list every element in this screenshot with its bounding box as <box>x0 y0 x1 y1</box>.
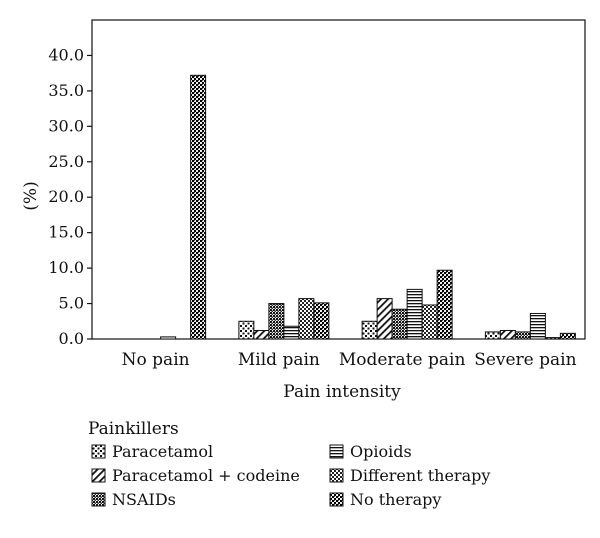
legend-title: Painkillers <box>88 419 179 439</box>
bar-1-5 <box>313 302 330 340</box>
bar-3-5 <box>559 332 576 340</box>
bar-1-2 <box>268 303 285 340</box>
legend-label-2: NSAIDs <box>112 490 176 509</box>
bar-2-1 <box>376 298 393 340</box>
bar-3-1 <box>499 329 516 340</box>
y-tick-label: 10.0 <box>48 258 84 277</box>
bar-1-4 <box>298 298 315 340</box>
plot-area: 0.0 5.0 10.0 15.0 20.0 25.0 30.0 35.0 40.0 No pai… <box>48 19 586 370</box>
bar-3-4 <box>544 337 561 340</box>
legend-swatch-2 <box>91 492 106 507</box>
legend-swatch-3 <box>329 444 344 459</box>
bar-2-0 <box>361 320 378 340</box>
legend-swatch-4 <box>329 468 344 483</box>
bar-2-5 <box>436 269 453 340</box>
plot-frame <box>91 19 586 340</box>
x-category-label: Severe pain <box>474 350 576 370</box>
legend-swatch-5 <box>329 492 344 507</box>
bar-3-2 <box>514 331 531 340</box>
y-axis-title: (%) <box>21 181 41 210</box>
legend-label-4: Different therapy <box>350 466 490 485</box>
legend-swatch-0 <box>91 444 106 459</box>
bar-3-3 <box>529 312 546 340</box>
bar-0-5 <box>190 74 207 340</box>
bar-2-4 <box>421 304 438 340</box>
x-axis-title: Pain intensity <box>283 382 401 402</box>
y-tick-label: 20.0 <box>48 187 84 206</box>
x-category-label: No pain <box>122 350 190 370</box>
x-category-label: Moderate pain <box>339 350 466 370</box>
bar-2-3 <box>406 288 423 340</box>
legend-label-3: Opioids <box>350 442 412 461</box>
x-category-label: Mild pain <box>238 350 320 370</box>
y-tick-label: 30.0 <box>48 116 84 135</box>
bar-3-0 <box>484 331 501 340</box>
y-tick-label: 5.0 <box>59 294 84 313</box>
legend: Painkillers Paracetamol Paracetamol + cod… <box>88 419 490 509</box>
y-tick-label: 15.0 <box>48 223 84 242</box>
legend-label-5: No therapy <box>350 490 441 509</box>
legend-label-1: Paracetamol + codeine <box>112 466 300 485</box>
bar-2-2 <box>391 308 408 340</box>
bar-0-3 <box>160 336 177 340</box>
bar-1-3 <box>283 325 300 340</box>
y-tick-label: 0.0 <box>59 329 84 348</box>
legend-swatch-1 <box>91 468 106 483</box>
legend-label-0: Paracetamol <box>112 442 213 461</box>
y-tick-label: 35.0 <box>48 81 84 100</box>
bar-1-1 <box>253 329 270 340</box>
y-tick-label: 25.0 <box>48 152 84 171</box>
y-tick-label: 40.0 <box>48 45 84 64</box>
bar-1-0 <box>238 320 255 340</box>
